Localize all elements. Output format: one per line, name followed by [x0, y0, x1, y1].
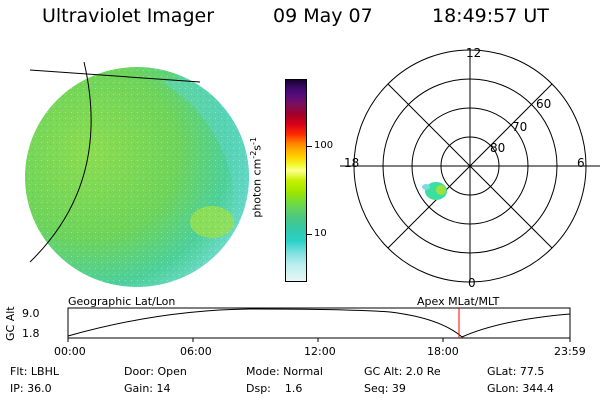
auroral-oval-spot [422, 182, 447, 200]
colorbar-unit-label: photon cm-2s-1 [249, 136, 264, 218]
date-label: 09 May 07 [273, 5, 373, 27]
intensity-colorbar [285, 79, 307, 282]
time-label: 18:49:57 UT [432, 5, 549, 27]
trajectory-ylabel: GC Alt [4, 306, 17, 341]
polar-ring-80: 80 [490, 141, 506, 155]
door-status: Door: Open [124, 365, 187, 378]
polar-label-18: 18 [344, 156, 360, 170]
xtick-0600: 06:00 [180, 345, 212, 358]
colorbar-tick-100 [307, 146, 312, 147]
glat-status: GLat: 77.5 [487, 365, 545, 378]
geographic-title: Geographic Lat/Lon [68, 295, 176, 308]
colorbar-label-100: 100 [314, 140, 334, 151]
polar-label-6: 6 [577, 156, 585, 170]
uv-aurora-image [25, 67, 249, 287]
gc-alt-status: GC Alt: 2.0 Re [364, 365, 441, 378]
axis-diagonal-2 [387, 83, 553, 249]
trajectory-plot [67, 307, 571, 342]
polar-mlt-plot [340, 49, 600, 283]
mode-status: Mode: Normal [246, 365, 323, 378]
polar-label-12: 12 [466, 46, 482, 60]
dsp-status: Dsp: 1.6 [246, 382, 303, 395]
app-title: Ultraviolet Imager [42, 5, 215, 27]
longitude-line [29, 62, 92, 263]
polar-ring-60: 60 [536, 97, 552, 111]
polar-ring-70: 70 [512, 120, 528, 134]
polar-label-0: 0 [468, 276, 476, 290]
apex-title: Apex MLat/MLT [417, 295, 500, 308]
colorbar-label-10: 10 [314, 228, 327, 239]
latitude-line [29, 69, 201, 83]
xtick-1200: 12:00 [304, 345, 336, 358]
seq-status: Seq: 39 [364, 382, 406, 395]
xtick-0000: 00:00 [54, 345, 86, 358]
ip-status: IP: 36.0 [10, 382, 52, 395]
glon-status: GLon: 344.4 [487, 382, 554, 395]
colorbar-tick-10 [307, 234, 312, 235]
xtick-2359: 23:59 [554, 345, 586, 358]
ytick-1-8: 1.8 [22, 327, 40, 340]
ytick-9: 9.0 [22, 307, 40, 320]
gain-status: Gain: 14 [124, 382, 171, 395]
flt-status: Flt: LBHL [10, 365, 59, 378]
altitude-curve [67, 308, 571, 338]
uv-image-panel [25, 62, 249, 287]
xtick-1800: 18:00 [427, 345, 459, 358]
